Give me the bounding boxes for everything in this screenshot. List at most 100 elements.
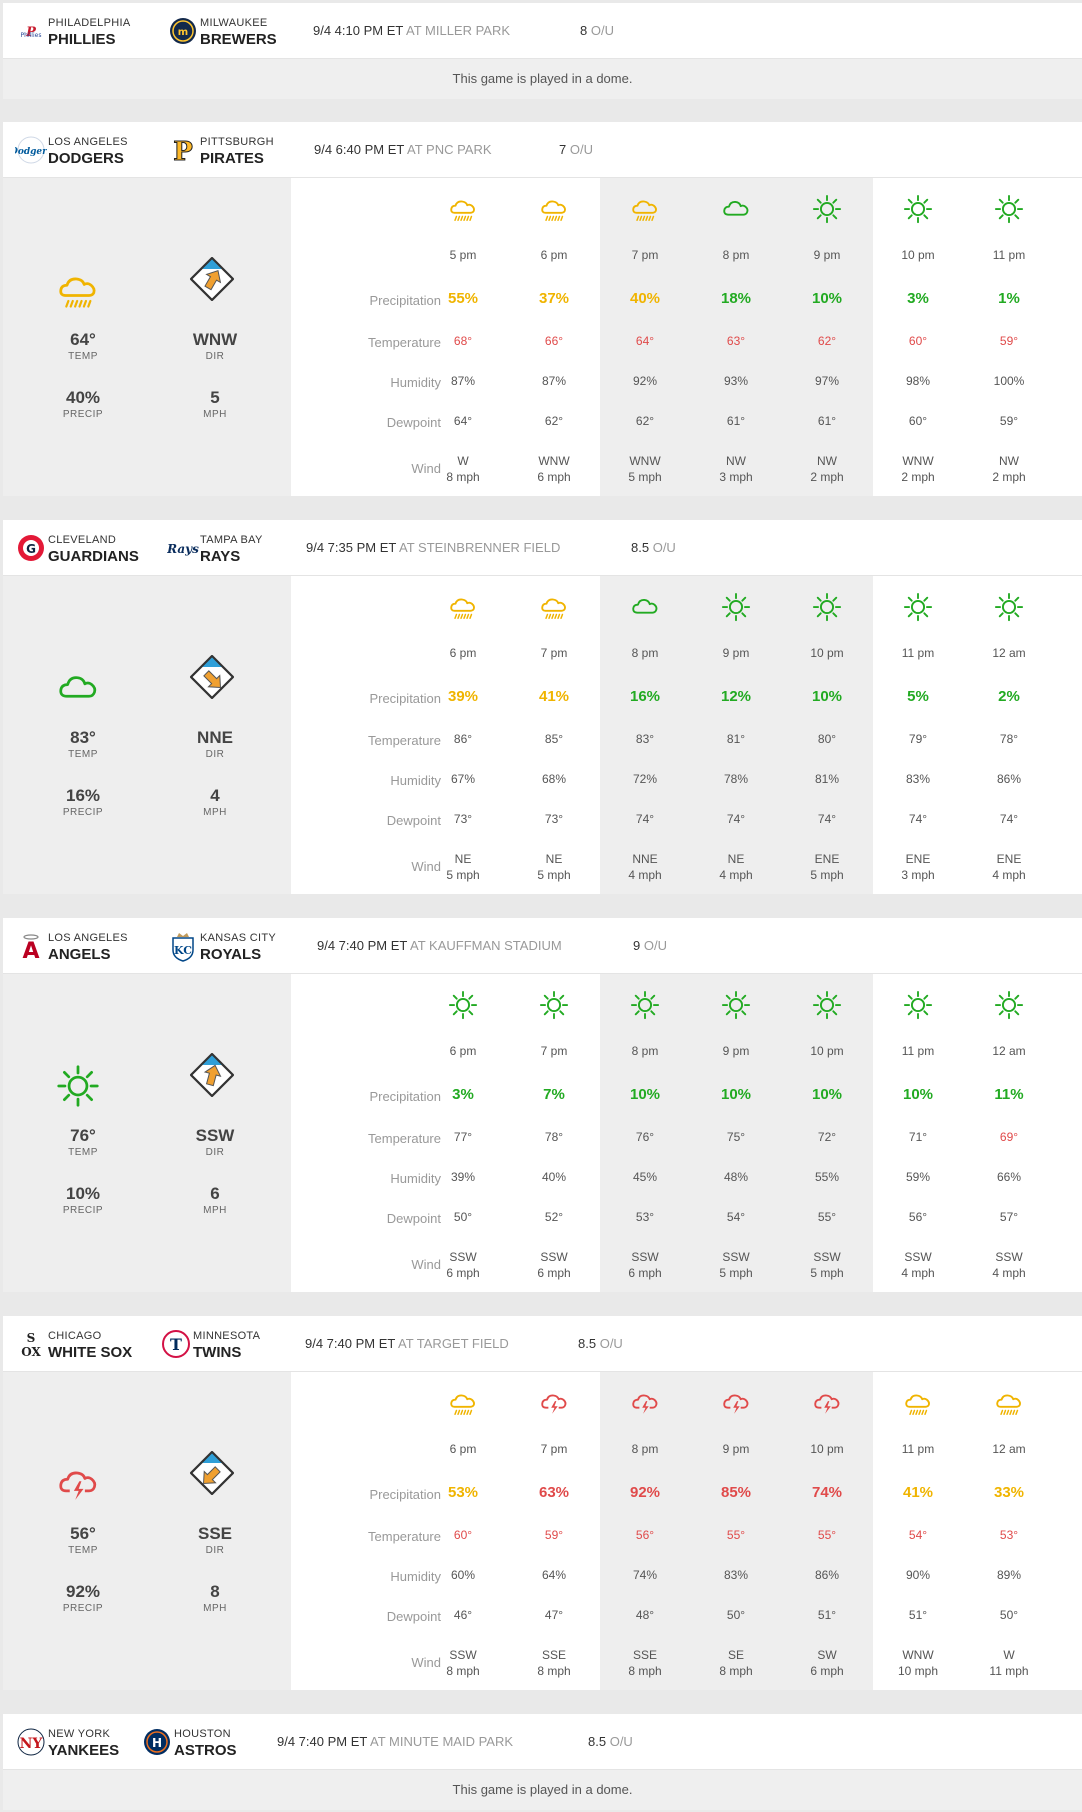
away-team[interactable]: S OX CHICAGO WHITE SOX [15, 1328, 155, 1362]
game-header[interactable]: NY NEW YORK YANKEES H HOUSTON ASTROS 9/4 7:40 … [3, 1714, 1082, 1770]
hour-precip: 10% [902, 1086, 934, 1103]
rain-icon [994, 1388, 1024, 1418]
game-time-value: 9/4 7:40 PM ET [317, 938, 408, 953]
hour-time: 7 pm [540, 646, 568, 660]
game-header[interactable]: S OX CHICAGO WHITE SOX T MINNESOTA TWINS 9/4 7:… [3, 1316, 1082, 1372]
team-city: MINNESOTA [193, 1330, 261, 1342]
hour-wind-direction: WNW [902, 454, 934, 468]
hour-column: 11 pm 1% 59° 100% 59° NW 2 mph [964, 178, 1055, 496]
team-name: TWINS [193, 1344, 242, 1361]
svg-text:KC: KC [174, 944, 192, 957]
hour-column: 10 pm 10% 72° 55% 55° SSW 5 mph [782, 974, 873, 1292]
game-time: 9/4 7:40 PM ET AT TARGET FIELD [305, 1336, 509, 1351]
over-under: 8.5 O/U [578, 1336, 623, 1351]
hour-dewpoint: 74° [908, 812, 928, 826]
hour-precip: 11% [994, 1086, 1024, 1103]
hour-temp: 81° [726, 732, 746, 746]
hour-column: 8 pm 10% 76° 45% 53° SSW 6 mph [600, 974, 691, 1292]
hour-temp: 79° [908, 732, 928, 746]
team-city: NEW YORK [48, 1728, 111, 1740]
hour-humidity: 74% [632, 1568, 658, 1582]
hour-wind-speed: 8 mph [719, 1664, 753, 1678]
sun-icon [539, 990, 569, 1020]
sun-icon [812, 194, 842, 224]
summary-mph-value: 6 [210, 1184, 220, 1203]
hour-precip: 16% [629, 688, 661, 705]
hour-column: 6 pm 37% 66° 87% 62° WNW 6 mph [509, 178, 600, 496]
rain-icon [903, 1388, 933, 1418]
over-under-label: O/U [609, 1734, 633, 1749]
sun-icon [448, 990, 478, 1020]
hour-column: 5 pm 55% 68° 87% 64° W 8 mph [418, 178, 509, 496]
game-time: 9/4 4:10 PM ET AT MILLER PARK [313, 23, 510, 38]
sun-icon [630, 990, 660, 1020]
game-header[interactable]: P Phillies PHILADELPHIA PHILLIES m MILWAUKEE B… [3, 3, 1082, 59]
over-under-label: O/U [643, 938, 667, 953]
home-team[interactable]: m MILWAUKEE BREWERS [167, 15, 307, 49]
astros-logo: H [141, 1726, 173, 1758]
home-team[interactable]: P PITTSBURGH PIRATES [167, 134, 307, 168]
home-team[interactable]: T MINNESOTA TWINS [160, 1328, 300, 1362]
dome-notice: This game is played in a dome. [3, 1770, 1082, 1810]
hour-temp: 78° [999, 732, 1019, 746]
summary-mph-value: 5 [210, 388, 220, 407]
wind-direction-icon [188, 255, 236, 303]
hour-temp: 64° [635, 334, 655, 348]
wind-direction-icon [188, 1449, 236, 1497]
rain-icon [448, 194, 478, 224]
guardians-logo: G [15, 532, 47, 564]
home-team[interactable]: Rays TAMPA BAY RAYS [166, 532, 307, 566]
away-team[interactable]: G CLEVELAND GUARDIANS [15, 532, 155, 566]
shaded-column [599, 974, 691, 1292]
away-team[interactable]: NY NEW YORK YANKEES [15, 1726, 155, 1760]
hour-time: 10 pm [810, 646, 844, 660]
hour-column: 7 pm 7% 78° 40% 52° SSW 6 mph [509, 974, 600, 1292]
game-header[interactable]: G CLEVELAND GUARDIANS Rays TAMPA BAY RAYS 9/4 … [3, 520, 1082, 576]
hour-column: 8 pm 18% 63° 93% 61° NW 3 mph [691, 178, 782, 496]
hour-humidity: 48% [723, 1170, 749, 1184]
over-under: 8 O/U [580, 23, 614, 38]
storm-icon [56, 1462, 100, 1506]
hour-column: 7 pm 63% 59° 64% 47° SSE 8 mph [509, 1372, 600, 1690]
hour-dewpoint: 73° [453, 812, 473, 826]
hour-wind-speed: 8 mph [446, 470, 480, 484]
shaded-column [781, 576, 873, 894]
hour-temp: 62° [817, 334, 837, 348]
away-team[interactable]: P Phillies PHILADELPHIA PHILLIES [15, 15, 155, 49]
royals-logo: KC [167, 930, 199, 962]
hour-time: 12 am [992, 1044, 1026, 1058]
summary-dir-label: DIR [205, 749, 225, 760]
hour-wind-direction: NW [726, 454, 746, 468]
game-time-value: 9/4 7:40 PM ET [305, 1336, 396, 1351]
sun-icon [56, 1064, 100, 1108]
ballpark: AT KAUFFMAN STADIUM [410, 938, 562, 953]
hour-humidity: 40% [541, 1170, 567, 1184]
away-team[interactable]: A LOS ANGELES ANGELS [15, 930, 155, 964]
hour-column: 11 pm 10% 71° 59% 56° SSW 4 mph [873, 974, 964, 1292]
dome-notice: This game is played in a dome. [3, 59, 1082, 99]
over-under-label: O/U [652, 540, 676, 555]
away-team[interactable]: DodgersLOS ANGELES DODGERS [9, 134, 155, 168]
hour-temp: 77° [453, 1130, 473, 1144]
hour-time: 10 pm [901, 248, 935, 262]
ballpark: AT TARGET FIELD [398, 1336, 509, 1351]
game-header[interactable]: A LOS ANGELES ANGELS KC KANSAS CITY ROYALS 9/4… [3, 918, 1082, 974]
hour-wind-direction: WNW [538, 454, 570, 468]
home-team[interactable]: H HOUSTON ASTROS [141, 1726, 281, 1760]
game-header[interactable]: DodgersLOS ANGELES DODGERS P PITTSBURGH PIRA… [3, 122, 1082, 178]
hour-wind-speed: 5 mph [537, 868, 571, 882]
hour-column: 11 pm 41% 54° 90% 51° WNW 10 mph [873, 1372, 964, 1690]
hour-time: 7 pm [631, 248, 659, 262]
hour-humidity: 90% [905, 1568, 931, 1582]
svg-text:P: P [173, 137, 193, 166]
hour-humidity: 68% [541, 772, 567, 786]
svg-text:OX: OX [21, 1345, 41, 1359]
hour-time: 7 pm [540, 1044, 568, 1058]
sun-icon [721, 592, 751, 622]
svg-text:P: P [25, 25, 37, 40]
summary-precip-label: PRECIP [62, 1603, 104, 1614]
hour-temp: 59° [544, 1528, 564, 1542]
home-team[interactable]: KC KANSAS CITY ROYALS [167, 930, 307, 964]
hour-wind-direction: WNW [629, 454, 661, 468]
hour-wind-speed: 5 mph [628, 470, 662, 484]
